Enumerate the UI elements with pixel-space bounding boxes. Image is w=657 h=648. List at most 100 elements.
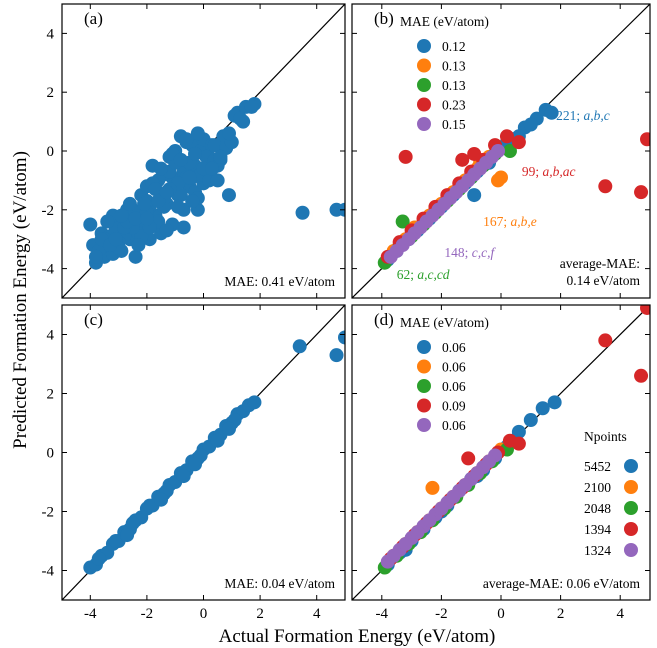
series-5 (383, 144, 506, 264)
legend-marker (417, 340, 431, 354)
legend-marker (417, 398, 431, 413)
data-point (128, 249, 143, 264)
data-point (434, 501, 449, 516)
data-point (120, 528, 135, 543)
legend-marker (417, 379, 431, 393)
panel-a: -4 -2 0 2 4 (a) MAE: 0.41 eV/atom (42, 3, 346, 299)
data-point (188, 457, 203, 472)
plot-area (352, 4, 650, 298)
legend-marker (417, 39, 431, 53)
legend-marker (417, 359, 431, 374)
data-point (395, 214, 410, 229)
average-mae-value: 0.14 eV/atom (567, 273, 641, 288)
data-point (422, 513, 437, 528)
legend-entry: 0.06 (442, 340, 466, 355)
legend-title: MAE (eV/atom) (400, 315, 489, 330)
data-point (244, 99, 259, 114)
legend-entry: 0.12 (442, 39, 466, 54)
data-point (154, 161, 169, 176)
data-point (640, 132, 650, 147)
x-tick-label: -2 (141, 606, 154, 622)
data-point (499, 129, 514, 144)
data-point (173, 188, 188, 203)
data-point (100, 214, 115, 229)
data-point (482, 454, 497, 469)
y-tick-label: -2 (42, 505, 55, 521)
data-point (491, 173, 506, 188)
data-point (221, 421, 236, 436)
npoints-entry: 5452 (584, 459, 611, 474)
data-point (190, 126, 205, 141)
y-tick-label: 4 (47, 26, 55, 42)
data-point (179, 132, 194, 147)
panel-label: (a) (84, 9, 103, 28)
data-point (292, 339, 307, 354)
mae-note: MAE: 0.04 eV/atom (224, 576, 335, 591)
legend-entry: 0.13 (442, 59, 466, 74)
data-point (425, 208, 440, 223)
legend-title: MAE (eV/atom) (400, 14, 489, 29)
legend-entry: 0.23 (442, 98, 466, 113)
data-point (108, 232, 123, 247)
x-tick-label: 4 (313, 606, 321, 622)
y-tick-label: 0 (47, 144, 55, 160)
data-point (128, 211, 143, 226)
data-point (213, 149, 228, 164)
data-point (159, 185, 174, 200)
mae-legend: MAE (eV/atom) 0.12 0.13 0.13 0.23 0.15 (400, 14, 489, 132)
data-point (173, 152, 188, 167)
data-point (329, 348, 344, 363)
data-point (108, 534, 123, 548)
panel-label: (d) (374, 310, 394, 329)
legend-entry: 0.15 (442, 117, 466, 132)
data-point (401, 232, 416, 247)
npoints-entry: 2048 (584, 501, 611, 516)
data-point (114, 208, 129, 223)
data-point (634, 185, 649, 200)
data-point (389, 243, 404, 258)
data-point (386, 548, 401, 563)
x-tick-label: 4 (616, 606, 624, 622)
plot-area (62, 305, 345, 600)
legend-marker (417, 58, 431, 73)
npoints-entry: 1394 (584, 522, 611, 537)
data-point (338, 330, 345, 345)
data-point (125, 516, 140, 531)
group-annotation: 99; a,b,ac (522, 164, 576, 179)
x-axis-label: Actual Formation Energy (eV/atom) (219, 626, 496, 647)
legend-entry: 0.09 (442, 399, 466, 414)
group-annotation: 167; a,b,e (483, 214, 537, 229)
npoints-marker (624, 522, 638, 536)
mae-note: average-MAE: 0.06 eV/atom (483, 576, 641, 591)
data-point (467, 146, 482, 161)
data-point (458, 477, 473, 492)
legend-entry: 0.06 (442, 418, 466, 433)
data-point (139, 211, 154, 226)
data-point (142, 498, 157, 513)
data-point (502, 144, 517, 158)
npoints-marker (624, 501, 638, 515)
x-tick-label: 2 (256, 606, 264, 622)
data-point (470, 466, 485, 481)
x-tick-label: 0 (200, 606, 208, 622)
series-1 (83, 96, 345, 270)
plot-area (352, 305, 650, 600)
data-point (410, 525, 425, 540)
series-1 (83, 330, 345, 575)
mae-note: MAE: 0.41 eV/atom (224, 274, 335, 289)
x-tick-label: 2 (557, 606, 565, 622)
data-point (204, 161, 219, 176)
legend-marker (417, 78, 431, 92)
data-point (398, 149, 413, 164)
data-point (634, 368, 649, 383)
x-tick-label: 0 (497, 606, 505, 622)
panel-c: -4 -2 0 2 4 -4 -2 0 2 4 (c) MAE: 0.04 eV/atom (42, 304, 346, 622)
legend-entry: 0.06 (442, 379, 466, 394)
series-4 (380, 129, 650, 264)
data-point (210, 173, 225, 188)
data-point (131, 238, 146, 253)
data-point (547, 395, 562, 410)
data-point (210, 433, 225, 448)
data-point (233, 111, 248, 126)
